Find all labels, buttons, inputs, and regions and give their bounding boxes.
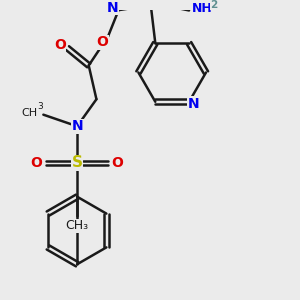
Text: N: N xyxy=(188,97,200,111)
Text: 2: 2 xyxy=(211,0,218,10)
Text: 3: 3 xyxy=(38,103,43,112)
Text: N: N xyxy=(71,119,83,133)
Text: O: O xyxy=(54,38,66,52)
Text: S: S xyxy=(72,155,83,170)
Text: O: O xyxy=(112,156,124,170)
Text: N: N xyxy=(107,1,119,15)
Text: CH: CH xyxy=(22,108,38,118)
Text: O: O xyxy=(31,156,43,170)
Text: O: O xyxy=(96,35,108,49)
Text: CH₃: CH₃ xyxy=(66,219,89,232)
Text: NH: NH xyxy=(192,2,213,15)
